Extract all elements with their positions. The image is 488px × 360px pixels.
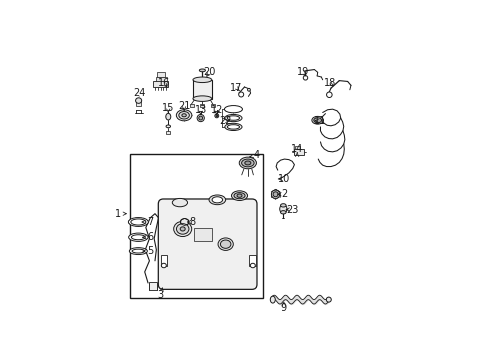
Ellipse shape (161, 263, 166, 268)
Bar (160, 255, 167, 266)
Ellipse shape (238, 92, 243, 97)
Bar (193, 228, 211, 242)
Ellipse shape (176, 110, 191, 121)
Ellipse shape (197, 114, 204, 122)
Text: 24: 24 (133, 87, 145, 98)
Bar (166, 131, 170, 134)
Ellipse shape (272, 192, 278, 197)
Ellipse shape (135, 98, 142, 103)
Text: 14: 14 (290, 144, 303, 153)
Bar (153, 81, 168, 87)
Ellipse shape (313, 118, 321, 123)
Ellipse shape (218, 238, 233, 251)
Text: 5: 5 (147, 246, 153, 256)
Text: 2: 2 (280, 189, 286, 199)
Text: 22: 22 (219, 116, 231, 126)
Bar (148, 282, 156, 290)
Ellipse shape (325, 297, 330, 302)
Ellipse shape (224, 114, 242, 122)
Text: 18: 18 (323, 78, 335, 89)
Ellipse shape (193, 96, 211, 102)
Ellipse shape (233, 193, 244, 199)
Text: 16: 16 (158, 78, 170, 89)
Text: 1: 1 (115, 209, 121, 219)
Ellipse shape (173, 221, 191, 237)
Ellipse shape (271, 190, 279, 198)
Bar (156, 77, 166, 81)
Ellipse shape (193, 77, 211, 82)
Ellipse shape (165, 113, 170, 120)
Ellipse shape (198, 116, 202, 120)
Ellipse shape (132, 249, 144, 253)
Ellipse shape (239, 157, 256, 169)
Text: 4: 4 (253, 150, 259, 161)
Text: 6: 6 (147, 232, 153, 242)
Ellipse shape (227, 116, 239, 120)
Text: 15: 15 (162, 103, 174, 113)
Ellipse shape (131, 219, 145, 225)
Text: 8: 8 (189, 217, 195, 227)
Ellipse shape (220, 240, 230, 248)
Ellipse shape (280, 211, 285, 214)
Ellipse shape (199, 69, 205, 72)
Text: 10: 10 (278, 174, 290, 184)
Ellipse shape (224, 105, 242, 113)
Ellipse shape (214, 114, 218, 118)
Text: 20: 20 (203, 67, 215, 77)
Text: 23: 23 (285, 204, 298, 215)
Ellipse shape (227, 125, 239, 129)
Text: 7: 7 (147, 217, 153, 227)
Ellipse shape (311, 116, 323, 124)
FancyBboxPatch shape (158, 199, 257, 289)
Ellipse shape (208, 195, 225, 205)
Bar (210, 104, 214, 107)
Text: 3: 3 (157, 291, 163, 301)
Ellipse shape (250, 263, 255, 268)
Ellipse shape (212, 197, 222, 203)
Ellipse shape (280, 204, 285, 207)
Ellipse shape (231, 191, 247, 201)
Text: 9: 9 (280, 303, 286, 313)
Ellipse shape (303, 76, 307, 80)
Text: 21: 21 (178, 101, 190, 111)
Bar (293, 149, 304, 155)
Ellipse shape (128, 217, 148, 226)
Bar (157, 72, 165, 77)
Ellipse shape (270, 296, 275, 303)
Ellipse shape (279, 204, 286, 213)
Ellipse shape (180, 219, 188, 225)
Text: 17: 17 (229, 82, 242, 93)
Bar (193, 80, 211, 99)
Bar (189, 104, 193, 107)
Ellipse shape (131, 235, 145, 240)
Bar (200, 104, 204, 107)
Ellipse shape (224, 123, 242, 131)
Ellipse shape (326, 92, 331, 98)
Bar (130, 154, 263, 298)
Bar (294, 146, 299, 149)
Text: 11: 11 (313, 116, 325, 126)
Ellipse shape (166, 125, 170, 128)
Ellipse shape (216, 115, 217, 117)
Ellipse shape (179, 112, 189, 119)
Ellipse shape (128, 233, 148, 242)
Ellipse shape (247, 89, 250, 91)
Bar (249, 255, 256, 266)
Ellipse shape (172, 198, 187, 207)
Ellipse shape (241, 159, 254, 167)
Ellipse shape (129, 248, 147, 255)
Ellipse shape (244, 161, 250, 165)
Text: 12: 12 (210, 105, 223, 115)
Bar (136, 100, 141, 107)
Ellipse shape (176, 224, 188, 234)
Text: 19: 19 (296, 67, 308, 77)
Ellipse shape (182, 114, 186, 117)
Ellipse shape (180, 227, 185, 231)
Text: 13: 13 (194, 105, 206, 115)
Ellipse shape (237, 194, 242, 197)
